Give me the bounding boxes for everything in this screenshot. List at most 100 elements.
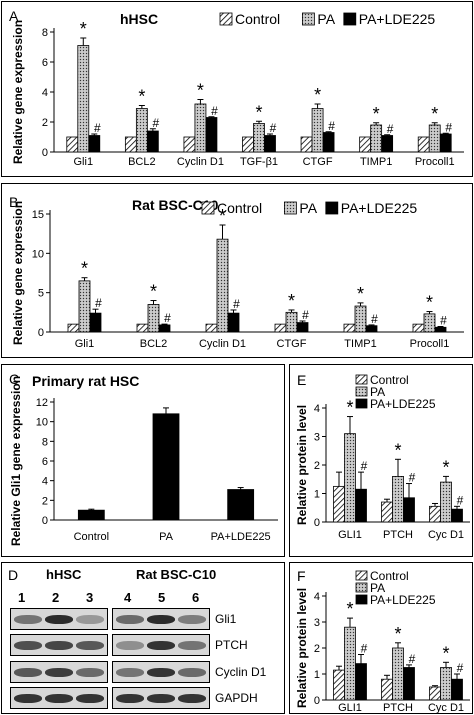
significance-star: * bbox=[426, 293, 433, 313]
bar bbox=[300, 136, 313, 153]
legend-swatch bbox=[355, 398, 368, 409]
bar bbox=[78, 280, 91, 333]
significance-star: * bbox=[373, 104, 380, 124]
legend-label: PA bbox=[299, 200, 317, 216]
bar bbox=[77, 509, 105, 521]
blot-band bbox=[45, 694, 73, 703]
bar bbox=[136, 323, 149, 333]
y-axis-label: Relative gene expression bbox=[11, 20, 25, 164]
significance-hash: # bbox=[233, 297, 240, 311]
significance-hash: # bbox=[164, 311, 171, 325]
x-tick-label: BCL2 bbox=[140, 338, 168, 350]
y-tick-label: 10 bbox=[36, 417, 48, 429]
blot-band bbox=[178, 694, 206, 703]
significance-star: * bbox=[394, 624, 401, 644]
y-axis-label: Relative protein level bbox=[295, 588, 309, 708]
x-tick-label: Procoll1 bbox=[410, 338, 450, 350]
bar bbox=[285, 311, 298, 333]
significance-hash: # bbox=[153, 116, 160, 130]
legend-swatch bbox=[355, 386, 368, 397]
x-tick-label: GLI1 bbox=[338, 702, 362, 713]
legend-label: Control bbox=[370, 373, 409, 387]
x-tick-label: Cyclin D1 bbox=[177, 156, 224, 168]
bar bbox=[392, 647, 404, 701]
blot-band bbox=[45, 641, 73, 650]
significance-hash: # bbox=[302, 308, 309, 322]
bar bbox=[253, 123, 265, 153]
bar bbox=[365, 325, 378, 333]
significance-star: * bbox=[442, 643, 449, 663]
y-tick-label: 3 bbox=[314, 432, 320, 444]
x-tick-label: PA bbox=[159, 531, 174, 543]
significance-star: * bbox=[314, 85, 321, 105]
blot-band bbox=[116, 615, 144, 624]
blot-band bbox=[147, 615, 175, 624]
y-axis-label: Relative protein level bbox=[295, 405, 309, 525]
bar bbox=[242, 136, 254, 153]
bar bbox=[158, 324, 171, 333]
legend-label: Control bbox=[235, 11, 280, 27]
y-tick-label: 12 bbox=[36, 397, 48, 409]
legend-swatch bbox=[355, 582, 368, 593]
significance-hash: # bbox=[387, 122, 394, 136]
bar bbox=[440, 667, 452, 701]
bar bbox=[403, 497, 415, 523]
blot-band bbox=[76, 694, 104, 703]
y-tick-label: 0 bbox=[42, 147, 48, 159]
bar bbox=[392, 476, 404, 523]
blot-band bbox=[147, 668, 175, 677]
significance-hash: # bbox=[95, 296, 102, 310]
bar bbox=[146, 130, 159, 153]
blot-band bbox=[76, 615, 104, 624]
significance-star: * bbox=[197, 81, 204, 101]
x-tick-label: Gli1 bbox=[74, 156, 94, 168]
blot-band bbox=[116, 641, 144, 650]
blot-band bbox=[76, 668, 104, 677]
panel-e: E 0 1 2 3 4 Relative protein level * # GLI1 * # PTCH… bbox=[289, 364, 473, 557]
bar bbox=[381, 678, 393, 701]
significance-hash: # bbox=[457, 493, 464, 507]
significance-star: * bbox=[219, 206, 226, 226]
x-tick-label: CTGF bbox=[303, 156, 333, 168]
y-tick-label: 2 bbox=[42, 495, 48, 507]
bar bbox=[88, 135, 101, 153]
bar bbox=[451, 508, 463, 523]
blot-band bbox=[14, 615, 42, 624]
legend-swatch bbox=[301, 12, 315, 26]
y-tick-label: 2 bbox=[42, 117, 48, 129]
protein-label: Cyclin D1 bbox=[215, 665, 267, 679]
legend-swatch bbox=[355, 594, 368, 605]
bar bbox=[152, 413, 180, 521]
chart-e: E 0 1 2 3 4 Relative protein level * # GLI1 * # PTCH… bbox=[295, 372, 470, 541]
bar bbox=[423, 313, 436, 333]
y-tick-label: 0 bbox=[314, 517, 320, 529]
x-tick-label: Procoll1 bbox=[415, 156, 455, 168]
group-label: Rat BSC-C10 bbox=[136, 567, 217, 582]
y-tick-label: 5 bbox=[38, 288, 44, 300]
x-tick-label: TIMP1 bbox=[360, 156, 392, 168]
lane-number: 1 bbox=[18, 590, 26, 605]
panel-letter: F bbox=[297, 568, 306, 584]
bar bbox=[344, 626, 356, 701]
bar bbox=[194, 103, 207, 153]
bar bbox=[429, 505, 441, 523]
chart-title: Rat BSC-C10 bbox=[132, 197, 219, 213]
bar bbox=[429, 686, 441, 701]
significance-star: * bbox=[357, 284, 364, 304]
chart-title: Primary rat HSC bbox=[32, 373, 139, 389]
bar bbox=[77, 45, 90, 153]
significance-hash: # bbox=[409, 471, 416, 485]
lane-number: 2 bbox=[52, 590, 60, 605]
panel-b: B Rat BSC-C10 0 5 10 15 Relative gene expressi… bbox=[1, 183, 473, 358]
significance-star: * bbox=[288, 291, 295, 311]
panel-letter: C bbox=[9, 371, 19, 387]
bar bbox=[124, 136, 137, 153]
y-tick-label: 6 bbox=[42, 456, 48, 468]
bar bbox=[311, 108, 324, 153]
bar bbox=[381, 501, 393, 523]
panel-c: C Primary rat HSC 0 2 4 6 8 10 12 Relative Gli1 g… bbox=[1, 364, 285, 557]
legend-label: PA+LDE225 bbox=[370, 593, 436, 607]
legend-swatch bbox=[355, 374, 368, 385]
